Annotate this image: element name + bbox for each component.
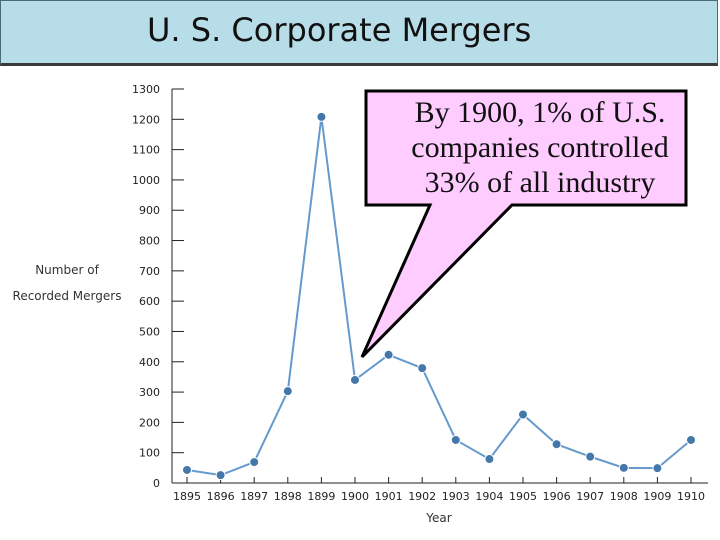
data-point xyxy=(215,470,226,481)
x-tick-label: 1895 xyxy=(173,490,201,503)
data-point xyxy=(249,457,260,468)
y-axis: 0 100 200 300 400 500 600 700 800 900 1000 1100 1200… xyxy=(132,83,184,490)
data-point xyxy=(282,386,293,397)
data-point xyxy=(585,451,596,462)
y-tick-label: 1200 xyxy=(132,113,160,126)
y-tick-label: 1100 xyxy=(132,144,160,157)
data-point xyxy=(417,363,428,374)
series-line xyxy=(186,116,692,477)
data-point xyxy=(518,409,528,420)
y-tick-label: 200 xyxy=(139,416,160,429)
y-tick-label: 700 xyxy=(139,265,160,278)
x-tick-label: 1900 xyxy=(341,490,369,503)
y-tick-label: 0 xyxy=(153,477,160,490)
data-point xyxy=(686,434,696,445)
y-tick-label: 600 xyxy=(139,295,160,308)
x-axis: 1895 1896 1897 1898 1899 1900 1901 1902 1903 1904… xyxy=(172,477,708,503)
x-tick-label: 1905 xyxy=(509,490,537,503)
data-point xyxy=(484,454,495,465)
data-point xyxy=(316,111,327,122)
x-axis-label: Year xyxy=(425,511,451,525)
x-tick-label: 1907 xyxy=(576,490,604,503)
slide-title: U. S. Corporate Mergers xyxy=(147,11,532,49)
data-point xyxy=(618,462,629,473)
data-point xyxy=(450,434,461,445)
y-tick-label: 500 xyxy=(139,325,160,338)
x-tick-label: 1910 xyxy=(677,490,705,503)
x-tick-label: 1901 xyxy=(375,490,403,503)
callout-bubble xyxy=(360,89,688,359)
x-tick-label: 1896 xyxy=(207,490,235,503)
callout: By 1900, 1% of U.S.companies controlled3… xyxy=(360,89,688,359)
axis-labels: Year Number of Recorded Mergers xyxy=(13,263,452,525)
data-point xyxy=(182,464,192,475)
series xyxy=(182,111,696,481)
x-tick-label: 1908 xyxy=(610,490,638,503)
y-tick-label: 400 xyxy=(139,356,160,369)
data-point xyxy=(551,439,562,450)
y-tick-label: 300 xyxy=(139,386,160,399)
x-tick-label: 1898 xyxy=(274,490,302,503)
x-tick-label: 1897 xyxy=(240,490,268,503)
title-bar: U. S. Corporate Mergers xyxy=(0,0,718,66)
x-tick-label: 1909 xyxy=(643,490,671,503)
y-tick-label: 1000 xyxy=(132,174,160,187)
callout-line: 33% of all industry xyxy=(425,166,656,199)
y-axis-label: Recorded Mergers xyxy=(13,289,122,303)
y-axis-label: Number of xyxy=(35,263,99,277)
x-tick-label: 1906 xyxy=(543,490,571,503)
x-tick-label: 1899 xyxy=(307,490,335,503)
y-tick-label: 100 xyxy=(139,447,160,460)
data-point xyxy=(350,374,360,385)
data-point xyxy=(383,349,394,360)
x-tick-label: 1904 xyxy=(475,490,503,503)
callout-line: companies controlled xyxy=(411,131,668,164)
x-tick-label: 1902 xyxy=(408,490,436,503)
data-point xyxy=(652,463,663,474)
y-tick-label: 800 xyxy=(139,235,160,248)
y-tick-label: 1300 xyxy=(132,83,160,96)
x-tick-label: 1903 xyxy=(442,490,470,503)
callout-line: By 1900, 1% of U.S. xyxy=(415,96,666,129)
y-tick-label: 900 xyxy=(139,204,160,217)
